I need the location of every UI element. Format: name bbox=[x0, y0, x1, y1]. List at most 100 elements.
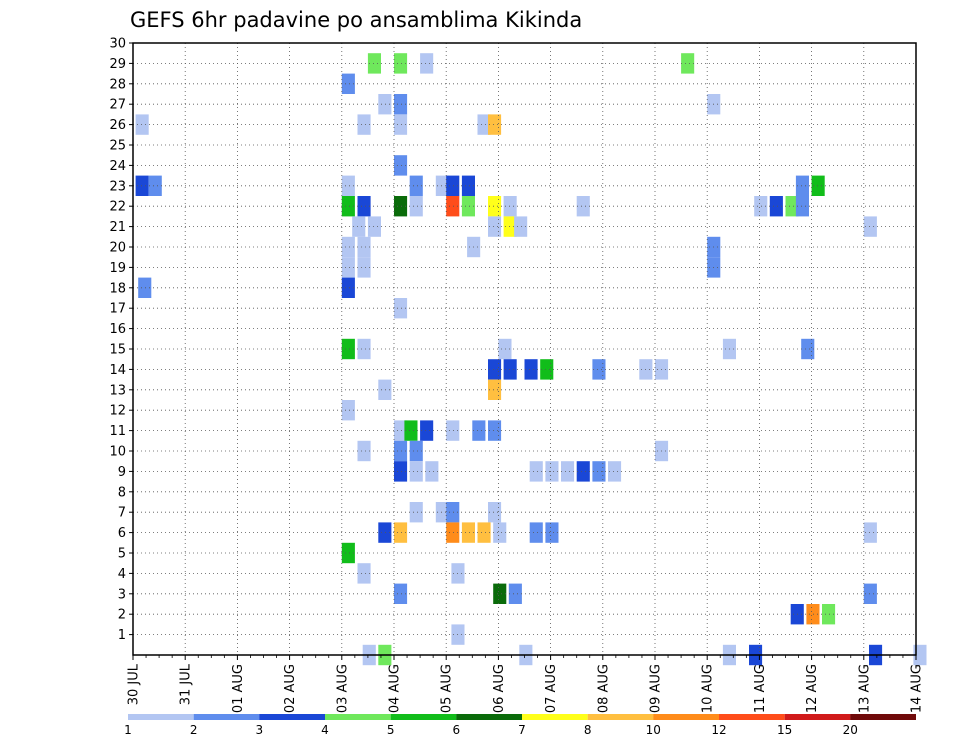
heatmap-cell bbox=[446, 522, 460, 543]
heatmap-cells bbox=[135, 53, 927, 666]
heatmap-cell bbox=[352, 216, 366, 237]
colorbar-label: 10 bbox=[646, 723, 661, 737]
heatmap-cell bbox=[446, 175, 460, 196]
y-tick-label: 4 bbox=[118, 567, 126, 582]
colorbar-segment bbox=[784, 714, 851, 720]
y-tick-label: 25 bbox=[109, 139, 126, 154]
heatmap-cell bbox=[822, 604, 836, 625]
heatmap-cell bbox=[394, 440, 408, 462]
heatmap-cell bbox=[378, 379, 392, 400]
y-tick-label: 11 bbox=[109, 424, 126, 439]
heatmap-cell bbox=[409, 196, 423, 217]
heatmap-cell bbox=[394, 420, 408, 441]
colorbar-label: 1 bbox=[124, 723, 132, 737]
heatmap-cell bbox=[357, 196, 371, 217]
y-tick-label: 20 bbox=[109, 241, 126, 256]
x-axis: 30 JUL 31 JUL 01 AUG 02 AUG 03 AUG 04 AUG 05 A… bbox=[127, 655, 925, 713]
heatmap-cell bbox=[608, 461, 622, 482]
heatmap-cell bbox=[394, 583, 408, 604]
colorbar-label: 4 bbox=[321, 723, 329, 737]
heatmap-cell bbox=[795, 196, 809, 217]
heatmap-cell bbox=[493, 522, 507, 543]
x-tick-label: 05 AUG bbox=[440, 664, 455, 713]
colorbar-segment bbox=[653, 714, 719, 720]
y-tick-label: 2 bbox=[118, 608, 126, 623]
heatmap-cell bbox=[503, 216, 517, 237]
heatmap-cell bbox=[503, 196, 517, 217]
x-tick-label: 10 AUG bbox=[701, 664, 716, 713]
x-tick-label: 12 AUG bbox=[805, 664, 820, 713]
x-tick-label: 09 AUG bbox=[649, 664, 664, 713]
heatmap-cell bbox=[681, 53, 695, 74]
heatmap-cell bbox=[446, 196, 460, 217]
heatmap-cell bbox=[378, 94, 392, 115]
y-tick-label: 5 bbox=[118, 547, 126, 562]
heatmap-cell bbox=[488, 196, 502, 217]
colorbar-label: 8 bbox=[584, 723, 592, 737]
heatmap-cell bbox=[446, 502, 460, 523]
heatmap-cell bbox=[378, 522, 392, 543]
heatmap-cell bbox=[576, 196, 590, 217]
heatmap-cell bbox=[488, 502, 502, 523]
y-tick-label: 3 bbox=[118, 587, 126, 602]
heatmap-cell bbox=[754, 196, 768, 217]
colorbar-segment bbox=[522, 714, 588, 720]
heatmap-cell bbox=[138, 277, 152, 298]
heatmap-cell bbox=[592, 359, 606, 380]
x-tick-label: 30 JUL bbox=[127, 663, 142, 705]
heatmap-cell bbox=[435, 502, 449, 523]
heatmap-cell bbox=[529, 461, 543, 482]
heatmap-cell bbox=[576, 461, 590, 482]
colorbar-segment bbox=[193, 714, 260, 720]
heatmap-cell bbox=[409, 175, 423, 196]
colorbar-label: 7 bbox=[518, 723, 526, 737]
heatmap-cell bbox=[425, 461, 439, 482]
heatmap-cell bbox=[769, 196, 783, 217]
heatmap-cell bbox=[341, 175, 355, 196]
heatmap-cell bbox=[446, 420, 460, 441]
y-tick-label: 16 bbox=[109, 322, 126, 337]
heatmap-cell bbox=[514, 216, 528, 237]
heatmap-cell bbox=[394, 298, 408, 319]
heatmap-cell bbox=[409, 461, 423, 482]
x-tick-label: 04 AUG bbox=[388, 664, 403, 713]
x-tick-label: 11 AUG bbox=[753, 664, 768, 713]
heatmap-cell bbox=[135, 175, 149, 196]
y-tick-label: 28 bbox=[109, 77, 126, 92]
heatmap-cell bbox=[420, 53, 434, 74]
colorbar-label: 2 bbox=[190, 723, 198, 737]
heatmap-cell bbox=[488, 114, 502, 135]
heatmap-cell bbox=[795, 175, 809, 196]
colorbar-label: 6 bbox=[452, 723, 460, 737]
heatmap-cell bbox=[394, 196, 408, 217]
heatmap-cell bbox=[592, 461, 606, 482]
x-tick-label: 31 JUL bbox=[179, 663, 194, 705]
heatmap-cell bbox=[561, 461, 575, 482]
heatmap-cell bbox=[135, 114, 149, 135]
heatmap-cell bbox=[811, 175, 825, 196]
y-tick-label: 7 bbox=[118, 506, 126, 521]
colorbar-segment bbox=[719, 714, 785, 720]
heatmap-cell bbox=[863, 583, 877, 604]
y-tick-label: 26 bbox=[109, 118, 126, 133]
y-tick-label: 10 bbox=[109, 445, 126, 460]
heatmap-cell bbox=[341, 257, 355, 278]
heatmap-cell bbox=[498, 338, 512, 360]
y-tick-label: 18 bbox=[109, 281, 126, 296]
x-tick-label: 01 AUG bbox=[231, 664, 246, 713]
heatmap-cell bbox=[409, 502, 423, 523]
heatmap-cell bbox=[488, 420, 502, 441]
colorbar-label: 12 bbox=[711, 723, 726, 737]
heatmap-cell bbox=[394, 522, 408, 543]
heatmap-cell bbox=[503, 359, 517, 380]
heatmap-cell bbox=[801, 338, 815, 360]
y-tick-label: 19 bbox=[109, 261, 126, 276]
colorbar-label: 3 bbox=[255, 723, 263, 737]
heatmap-cell bbox=[493, 583, 507, 604]
heatmap-cell bbox=[409, 440, 423, 462]
heatmap-cell bbox=[545, 461, 559, 482]
heatmap-cell bbox=[341, 400, 355, 421]
chart-title: GEFS 6hr padavine po ansamblima Kikinda bbox=[130, 8, 582, 32]
heatmap-cell bbox=[341, 542, 355, 564]
